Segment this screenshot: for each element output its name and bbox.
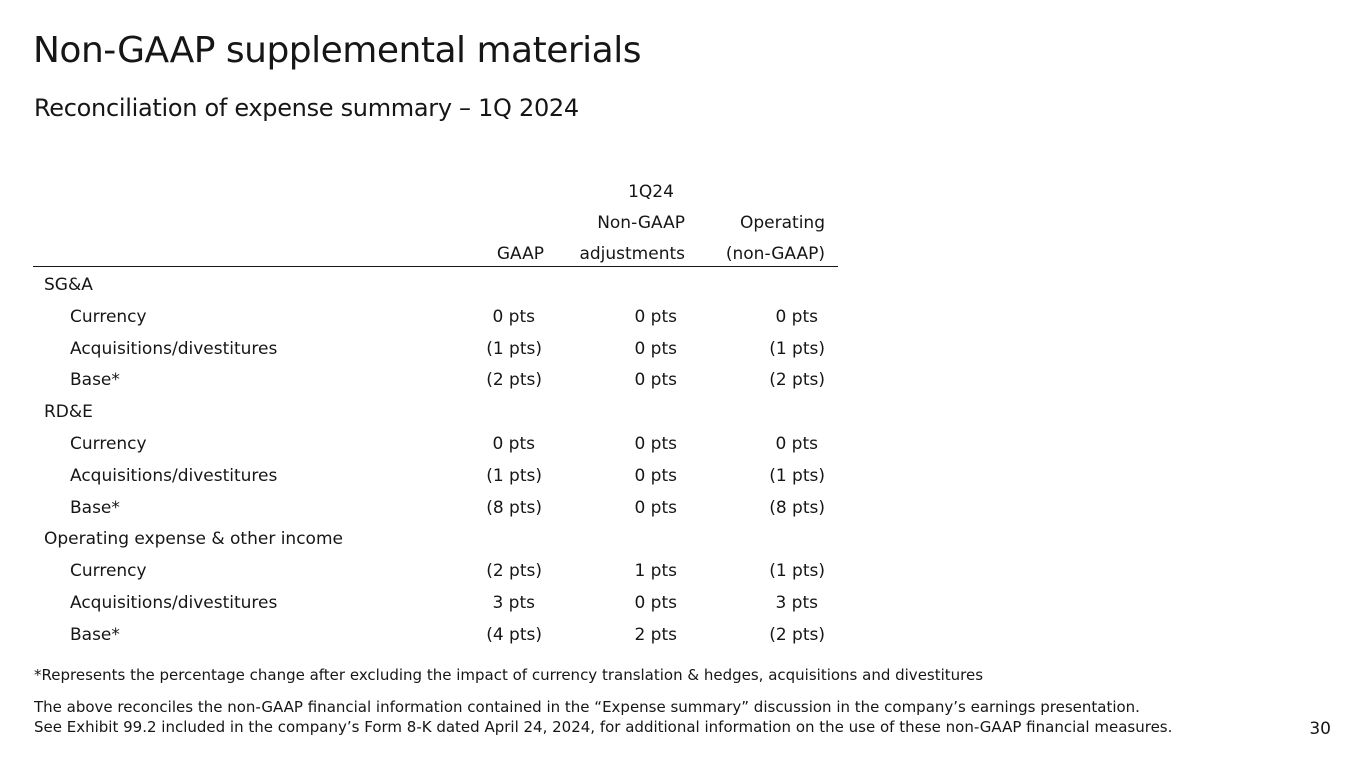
cell-gaap: 3 pts xyxy=(492,593,535,613)
table-section-row: SG&A xyxy=(0,273,900,297)
table-row: Base* (4 pts) 2 pts (2 pts) xyxy=(0,623,900,647)
disclaimer-line-2: See Exhibit 99.2 included in the company… xyxy=(34,718,1173,736)
row-label: Currency xyxy=(70,306,147,327)
table-row: Currency 0 pts 0 pts 0 pts xyxy=(0,305,900,329)
cell-adj: 0 pts xyxy=(634,338,677,359)
row-label: Acquisitions/divestitures xyxy=(70,465,278,486)
table-section-row: Operating expense & other income xyxy=(0,527,900,551)
cell-gaap: (8 pts) xyxy=(486,497,542,518)
cell-adj: 1 pts xyxy=(634,561,677,582)
cell-gaap: 0 pts xyxy=(492,306,535,327)
row-label: Currency xyxy=(70,434,147,454)
cell-gaap: (1 pts) xyxy=(486,338,542,359)
cell-adj: 0 pts xyxy=(634,306,677,327)
cell-adj: 0 pts xyxy=(634,465,677,486)
row-label: Acquisitions/divestitures xyxy=(70,593,278,613)
cell-op: (1 pts) xyxy=(769,465,825,486)
cell-gaap: 0 pts xyxy=(492,434,535,454)
table-section-row: RD&E xyxy=(0,400,900,424)
cell-gaap: (2 pts) xyxy=(486,370,542,391)
cell-gaap: (4 pts) xyxy=(486,624,542,645)
row-label: Currency xyxy=(70,561,147,582)
row-label: Base* xyxy=(70,624,120,645)
page-number: 30 xyxy=(1309,719,1331,739)
table-row: Acquisitions/divestitures 3 pts 0 pts 3 pts xyxy=(0,591,900,615)
adj-header-line2: adjustments xyxy=(579,244,685,264)
cell-adj: 0 pts xyxy=(634,497,677,518)
row-label: Base* xyxy=(70,497,120,518)
cell-op: 3 pts xyxy=(775,593,818,613)
cell-adj: 0 pts xyxy=(634,434,677,454)
cell-adj: 2 pts xyxy=(634,624,677,645)
cell-op: 0 pts xyxy=(775,306,818,327)
section-label: SG&A xyxy=(44,275,93,295)
asterisk-footnote: *Represents the percentage change after … xyxy=(34,666,984,684)
table-row: Currency 0 pts 0 pts 0 pts xyxy=(0,432,900,456)
cell-op: (2 pts) xyxy=(769,370,825,391)
op-header-line1: Operating xyxy=(740,213,825,233)
cell-op: (2 pts) xyxy=(769,624,825,645)
gaap-header: GAAP xyxy=(496,244,544,264)
disclaimer-line-1: The above reconciles the non-GAAP financ… xyxy=(34,698,1140,716)
cell-op: 0 pts xyxy=(775,434,818,454)
row-label: Acquisitions/divestitures xyxy=(70,338,278,359)
cell-op: (1 pts) xyxy=(769,561,825,582)
adj-header-line1: Non-GAAP xyxy=(597,213,685,233)
page-subtitle: Reconciliation of expense summary – 1Q 2… xyxy=(34,94,579,122)
page-title: Non-GAAP supplemental materials xyxy=(33,30,641,71)
table-row: Acquisitions/divestitures (1 pts) 0 pts (1 … xyxy=(0,337,900,361)
table-row: Currency (2 pts) 1 pts (1 pts) xyxy=(0,559,900,583)
period-header: 1Q24 xyxy=(628,182,674,202)
cell-adj: 0 pts xyxy=(634,370,677,391)
row-label: Base* xyxy=(70,370,120,391)
cell-gaap: (2 pts) xyxy=(486,561,542,582)
table-row: Base* (2 pts) 0 pts (2 pts) xyxy=(0,368,900,392)
table-row: Base* (8 pts) 0 pts (8 pts) xyxy=(0,496,900,520)
op-header-line2: (non-GAAP) xyxy=(725,244,825,264)
cell-gaap: (1 pts) xyxy=(486,465,542,486)
header-rule xyxy=(33,266,838,267)
cell-adj: 0 pts xyxy=(634,593,677,613)
section-label: RD&E xyxy=(44,402,93,423)
table-row: Acquisitions/divestitures (1 pts) 0 pts (1 … xyxy=(0,464,900,488)
section-label: Operating expense & other income xyxy=(44,529,343,550)
cell-op: (8 pts) xyxy=(769,497,825,518)
cell-op: (1 pts) xyxy=(769,338,825,359)
